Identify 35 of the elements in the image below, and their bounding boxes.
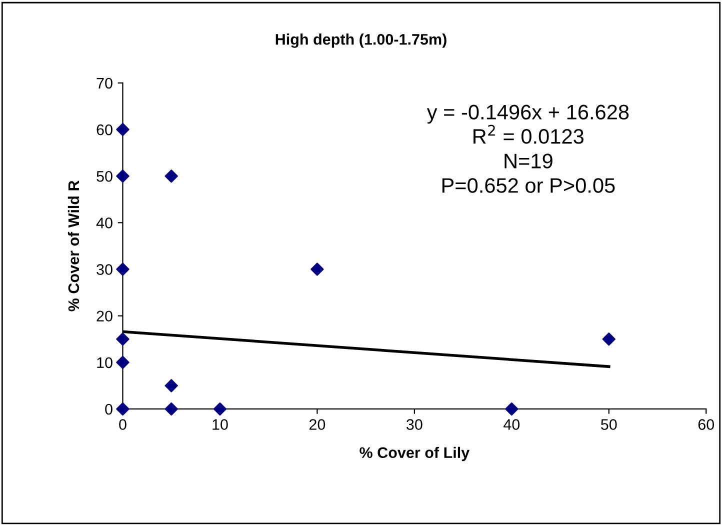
y-tick-label: 70 [96, 78, 112, 89]
point [116, 262, 130, 276]
point [116, 122, 130, 136]
point [602, 332, 616, 346]
y-tick-label: 30 [96, 264, 112, 275]
x-tick-label: 10 [212, 419, 228, 430]
point [505, 402, 518, 416]
y-tick-label: 50 [96, 170, 112, 182]
x-tick-label: 40 [504, 419, 520, 430]
y-tick-label: 60 [96, 124, 112, 136]
x-tick-label: 60 [698, 419, 714, 430]
chart-title: High depth (1.00-1.75m) [276, 34, 446, 48]
x-axis-title: % Cover of Lily [360, 446, 470, 462]
y-tick-label: 0 [105, 404, 112, 415]
x-tick-label: 50 [601, 419, 617, 430]
annotation: N=19 [504, 154, 552, 168]
x-tick-label: 0 [119, 419, 126, 430]
annotation: y = -0.1496x + 16.628 [426, 104, 629, 124]
point [213, 402, 227, 416]
point [164, 170, 178, 183]
x-tick-label: 20 [309, 419, 326, 430]
annotation: P=0.652 or P>0.05 [442, 178, 615, 193]
point [164, 402, 178, 416]
point [116, 170, 130, 183]
annotation: R$^{2}$ = 0.0123 [474, 124, 584, 144]
y-tick-label: 40 [96, 218, 112, 228]
point [116, 402, 130, 416]
point [116, 332, 130, 346]
point [164, 379, 178, 392]
point [310, 262, 324, 276]
x-tick-label: 30 [406, 419, 422, 430]
point [116, 356, 130, 369]
y-tick-label: 20 [96, 310, 112, 322]
y-axis-title: % Cover of Wild R [68, 180, 80, 312]
y-tick-label: 10 [97, 357, 112, 368]
